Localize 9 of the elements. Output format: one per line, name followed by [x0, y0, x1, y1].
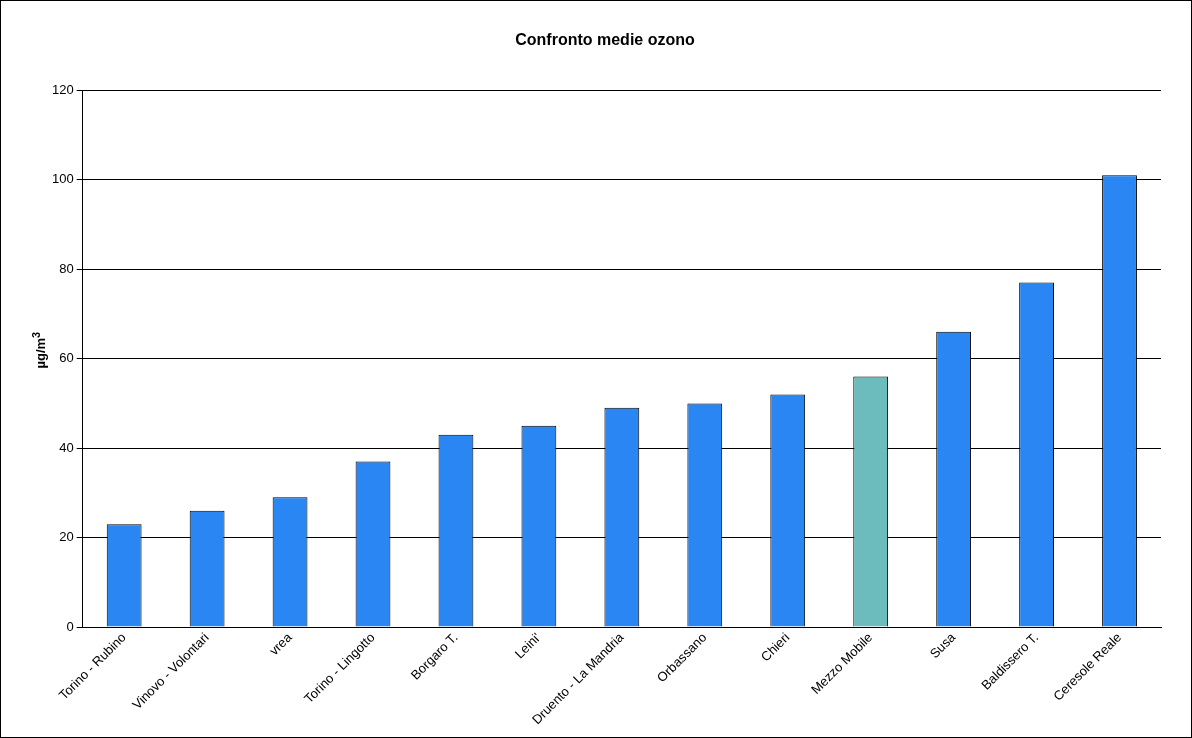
- y-tick-label: 60: [59, 350, 74, 366]
- y-tick-label: 100: [51, 171, 74, 187]
- x-tick-label: vrea: [266, 629, 296, 659]
- y-tick-label: 120: [51, 81, 74, 97]
- y-tick-label: 80: [59, 260, 74, 276]
- y-tick-label: 40: [59, 439, 74, 455]
- chart-title: Confronto medie ozono: [515, 31, 695, 49]
- y-tick-label: 20: [59, 529, 74, 545]
- y-tick-label: 0: [66, 618, 74, 634]
